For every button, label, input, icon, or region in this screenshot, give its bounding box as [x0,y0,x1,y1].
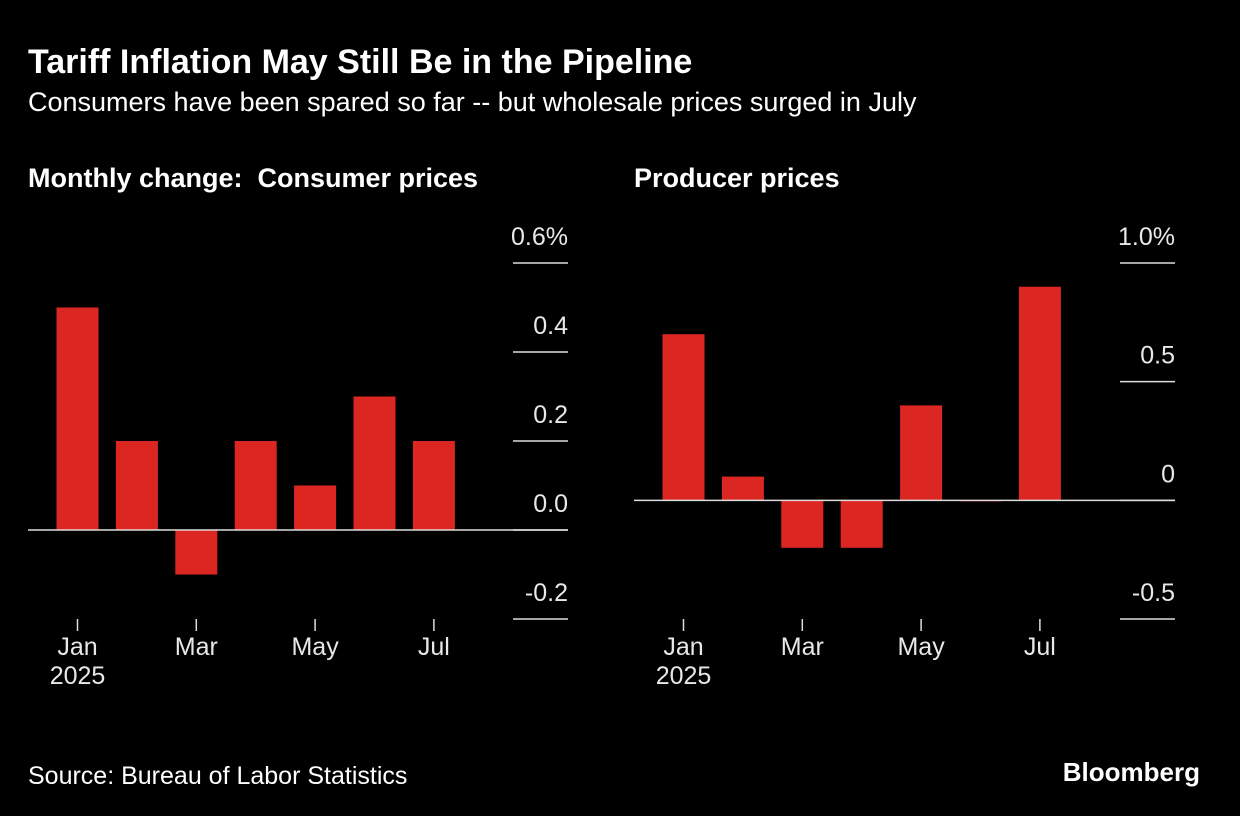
bar [1018,286,1061,501]
y-tick-label: 0.4 [533,312,568,340]
x-tick-label: Jan 2025 [50,633,106,690]
y-tick-label: 1.0% [1118,223,1175,251]
x-tick-label: Mar [175,633,218,661]
y-tick-label: 0.6% [511,223,568,251]
bar [56,307,99,530]
y-tick-label: -0.2 [525,579,568,607]
y-tick-label: -0.5 [1132,579,1175,607]
bar [234,441,277,530]
bar [294,485,337,530]
panel-title: Producer prices [634,163,840,193]
bar [840,500,883,548]
panel-title: Monthly change: Consumer prices [28,163,478,193]
x-tick-label: Jan 2025 [656,633,712,690]
x-tick-label: Jul [1024,633,1056,661]
bar [662,334,705,501]
source: Source: Bureau of Labor Statistics [28,762,407,790]
brand: Bloomberg [1063,757,1200,787]
x-tick-label: Mar [781,633,824,661]
bar [175,530,218,575]
subtitle: Consumers have been spared so far -- but… [28,87,917,117]
x-tick-label: Jul [418,633,450,661]
y-tick-label: 0.5 [1140,342,1175,370]
y-tick-label: 0.2 [533,401,568,429]
title: Tariff Inflation May Still Be in the Pip… [28,43,692,81]
bar [412,441,455,530]
x-tick-label: May [291,633,339,661]
bar [900,405,943,501]
bar [115,441,158,530]
y-tick-label: 0 [1161,460,1175,488]
bar [721,476,764,501]
bar [781,500,824,548]
bar [353,396,396,530]
y-tick-label: 0.0 [533,490,568,518]
x-tick-label: May [897,633,945,661]
